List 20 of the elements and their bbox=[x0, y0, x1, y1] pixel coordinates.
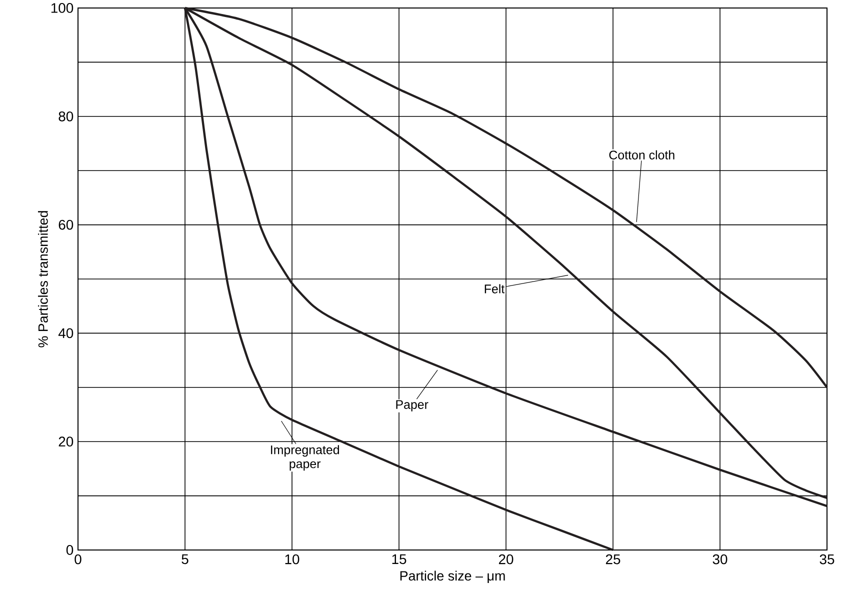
y-tick-label: 80 bbox=[58, 111, 74, 122]
y-tick-label: 40 bbox=[58, 328, 74, 338]
x-tick-label: 10 bbox=[285, 554, 300, 564]
annotation: Cotton cloth bbox=[609, 150, 674, 160]
x-axis-title: Particle size – μm bbox=[400, 570, 505, 584]
y-tick-label: 20 bbox=[58, 436, 74, 447]
annotation: Impregnated paper bbox=[271, 445, 339, 471]
x-tick-label: 5 bbox=[182, 554, 188, 564]
y-axis-title: % Particles transmitted bbox=[38, 211, 48, 348]
x-tick-label: 25 bbox=[606, 554, 620, 564]
x-tick-label: 0 bbox=[74, 554, 82, 564]
x-tick-label: 35 bbox=[820, 554, 834, 564]
x-tick-label: 30 bbox=[712, 554, 728, 564]
annotation: Felt bbox=[484, 284, 505, 294]
y-tick-label: 100 bbox=[51, 3, 74, 13]
y-tick-label: 0 bbox=[66, 545, 74, 555]
y-tick-label: 60 bbox=[58, 220, 74, 230]
annotation: Paper bbox=[396, 400, 428, 412]
x-tick-label: 20 bbox=[498, 554, 514, 564]
x-tick-label: 15 bbox=[392, 554, 406, 564]
